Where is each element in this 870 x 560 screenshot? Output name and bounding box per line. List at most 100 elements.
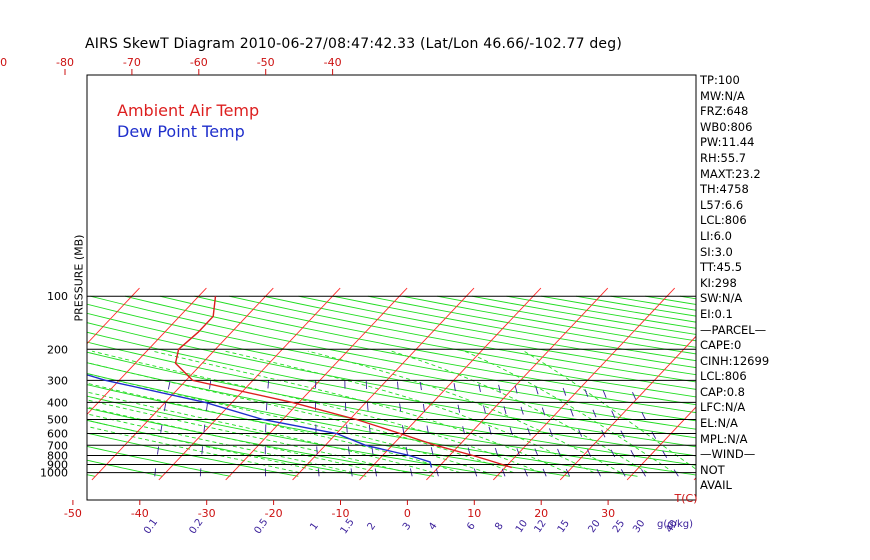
bottom-temp-tick-label: -10 <box>332 507 350 520</box>
mixing-ratio-unit-label: g(g/kg) <box>657 519 693 530</box>
stat-line: EL:N/A <box>700 416 738 431</box>
mixing-ratio-tick-label: 25 <box>611 518 627 535</box>
isotherm-line <box>87 287 140 345</box>
stat-line: LCL:806 <box>700 213 747 228</box>
dry-adiabat-line <box>194 295 696 390</box>
dry-adiabat-line <box>87 445 231 477</box>
pressure-tick-label: 900 <box>47 459 68 472</box>
dry-adiabat-line <box>87 312 696 430</box>
mixing-ratio-line <box>533 380 571 477</box>
isotherm-line <box>359 287 542 481</box>
pressure-tick-label: 400 <box>47 396 68 409</box>
isotherm-line <box>87 287 207 416</box>
moist-adiabat-line <box>87 382 461 474</box>
mixing-ratio-line <box>154 380 171 477</box>
isotherm-line <box>559 335 696 481</box>
stat-line: —WIND— <box>700 447 756 462</box>
mixing-ratio-line <box>365 380 377 477</box>
mixing-ratio-line <box>315 380 320 477</box>
mixing-ratio-tick-label: 20 <box>586 518 602 535</box>
mixing-ratio-line <box>497 380 528 477</box>
mixing-ratio-tick-label: 3 <box>401 521 414 533</box>
mixing-ratio-line <box>453 380 478 477</box>
dry-adiabat-line <box>0 296 27 476</box>
bottom-temp-tick-label: -40 <box>131 507 149 520</box>
mixing-ratio-line <box>199 380 212 477</box>
dry-adiabat-line <box>87 303 696 422</box>
top-temp-tick-label: -80 <box>56 56 74 69</box>
legend-dew-point-temp: Dew Point Temp <box>117 122 245 141</box>
stat-line: CAPE:0 <box>700 338 742 353</box>
moist-adiabat-line <box>87 362 514 474</box>
moist-adiabat-line <box>391 350 648 473</box>
dry-adiabat-line <box>87 459 163 477</box>
dry-adiabat-line <box>263 295 696 376</box>
bottom-temp-tick-label: 0 <box>404 507 411 520</box>
isotherm-line <box>761 288 870 480</box>
pressure-tick-label: 800 <box>47 450 68 463</box>
ambient-temp-line <box>174 296 513 469</box>
sounding-stats-panel: TP:100 MW:N/A FRZ:648 WB0:806 PW:11.44 R… <box>700 73 769 494</box>
pressure-tick-label: 1000 <box>40 467 68 480</box>
isotherm-line <box>91 287 274 481</box>
top-temp-tick-label: -50 <box>257 56 275 69</box>
stat-line: CINH:12699 <box>700 353 770 368</box>
bottom-temp-tick-label: -20 <box>265 507 283 520</box>
stat-line: TT:45.5 <box>700 260 743 275</box>
stat-line: WB0:806 <box>700 119 753 134</box>
bottom-temp-tick-label: 30 <box>601 507 615 520</box>
stat-line: SI:3.0 <box>700 244 733 259</box>
moist-adiabat-line <box>307 350 621 473</box>
dry-adiabat-line <box>333 295 696 362</box>
legend-ambient-air-temp: Ambient Air Temp <box>117 101 260 120</box>
dry-adiabat-line <box>159 295 696 398</box>
stat-line: PW:11.44 <box>700 135 755 150</box>
mixing-ratio-tick-label: 12 <box>532 518 548 535</box>
isotherm-line <box>626 406 696 481</box>
stat-line: MW:N/A <box>700 88 745 103</box>
top-temp-tick-label: -40 <box>324 56 342 69</box>
mixing-ratio-line <box>513 380 547 477</box>
dry-adiabat-line <box>87 341 696 457</box>
plot-series <box>87 296 513 469</box>
plot-grid <box>0 287 870 481</box>
isotherm-line <box>158 287 341 481</box>
mixing-ratio-tick-label: 2 <box>366 521 379 533</box>
dry-adiabat-line <box>87 373 638 477</box>
chart-title: AIRS SkewT Diagram 2010-06-27/08:47:42.3… <box>85 36 622 52</box>
mixing-ratio-tick-label: 10 <box>514 518 530 535</box>
mixing-ratio-tick-label: 4 <box>427 521 440 533</box>
top-temp-tick-label: -90 <box>0 56 7 69</box>
stat-line: LCL:806 <box>700 369 747 384</box>
stat-line: SW:N/A <box>700 291 743 306</box>
top-temp-tick-label: -70 <box>123 56 141 69</box>
dry-adiabat-line <box>367 295 696 355</box>
stat-line: FRZ:648 <box>700 104 749 119</box>
dew-point-line <box>87 374 433 468</box>
stat-line: TH:4758 <box>700 182 749 197</box>
mixing-ratio-tick-label: 30 <box>631 518 647 535</box>
stat-line: KI:298 <box>700 275 737 290</box>
bottom-temp-tick-label: 20 <box>534 507 548 520</box>
stat-line: —PARCEL— <box>700 322 767 337</box>
bottom-temp-tick-label: 10 <box>467 507 481 520</box>
dry-adiabat-line <box>87 384 570 477</box>
stat-line: MAXT:23.2 <box>700 166 761 181</box>
y-axis-label: PRESSURE (MB) <box>72 234 86 322</box>
stat-line: LI:6.0 <box>700 228 732 243</box>
mixing-ratio-line <box>581 380 626 477</box>
stat-line: LFC:N/A <box>700 400 746 415</box>
stat-line: EI:0.1 <box>700 306 733 321</box>
stat-line: CAP:0.8 <box>700 384 745 399</box>
dry-adiabat-line <box>87 331 696 448</box>
mixing-ratio-line <box>344 380 353 477</box>
stat-line: L57:6.6 <box>700 197 744 212</box>
pressure-tick-label: 600 <box>47 428 68 441</box>
isotherm-line <box>292 287 475 481</box>
dry-adiabat-line <box>90 295 696 414</box>
isotherm-line <box>492 287 676 481</box>
moist-adiabat-line <box>225 350 595 474</box>
bottom-temp-unit-label: T(C) <box>674 492 698 505</box>
pressure-tick-label: 300 <box>47 374 68 387</box>
